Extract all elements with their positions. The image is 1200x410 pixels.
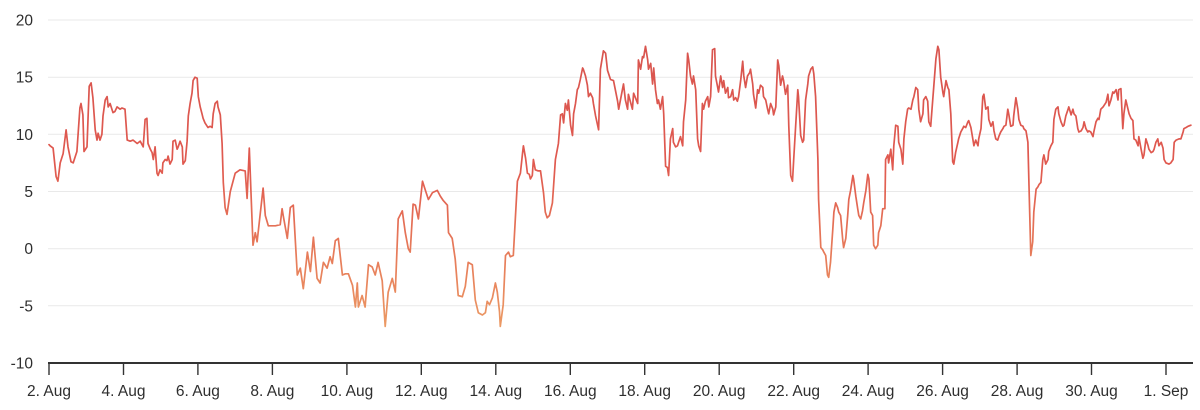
y-axis-label: 10 [16, 127, 34, 144]
x-axis-label: 4. Aug [102, 383, 146, 400]
x-axis-label: 24. Aug [842, 383, 895, 400]
x-axis-label: 8. Aug [250, 383, 294, 400]
y-axis-label: 0 [24, 241, 33, 258]
x-axis-label: 12. Aug [395, 383, 448, 400]
x-axis-label: 20. Aug [693, 383, 746, 400]
y-axis-label: 5 [24, 184, 33, 201]
x-axis-label: 16. Aug [544, 383, 597, 400]
x-axis-label: 1. Sep [1144, 383, 1189, 400]
x-axis-label: 28. Aug [991, 383, 1044, 400]
x-axis-label: 2. Aug [27, 383, 71, 400]
y-axis-label: -10 [11, 356, 34, 373]
x-axis-label: 22. Aug [767, 383, 820, 400]
x-axis-label: 30. Aug [1065, 383, 1118, 400]
y-axis-label: 15 [16, 70, 33, 87]
y-axis-label: 20 [16, 13, 34, 30]
temperature-line [48, 45, 1192, 328]
x-axis-label: 6. Aug [176, 383, 220, 400]
x-axis-label: 10. Aug [321, 383, 374, 400]
y-axis-label: -5 [19, 298, 33, 315]
x-axis-label: 26. Aug [916, 383, 969, 400]
x-axis-label: 18. Aug [618, 383, 671, 400]
x-axis-label: 14. Aug [470, 383, 523, 400]
